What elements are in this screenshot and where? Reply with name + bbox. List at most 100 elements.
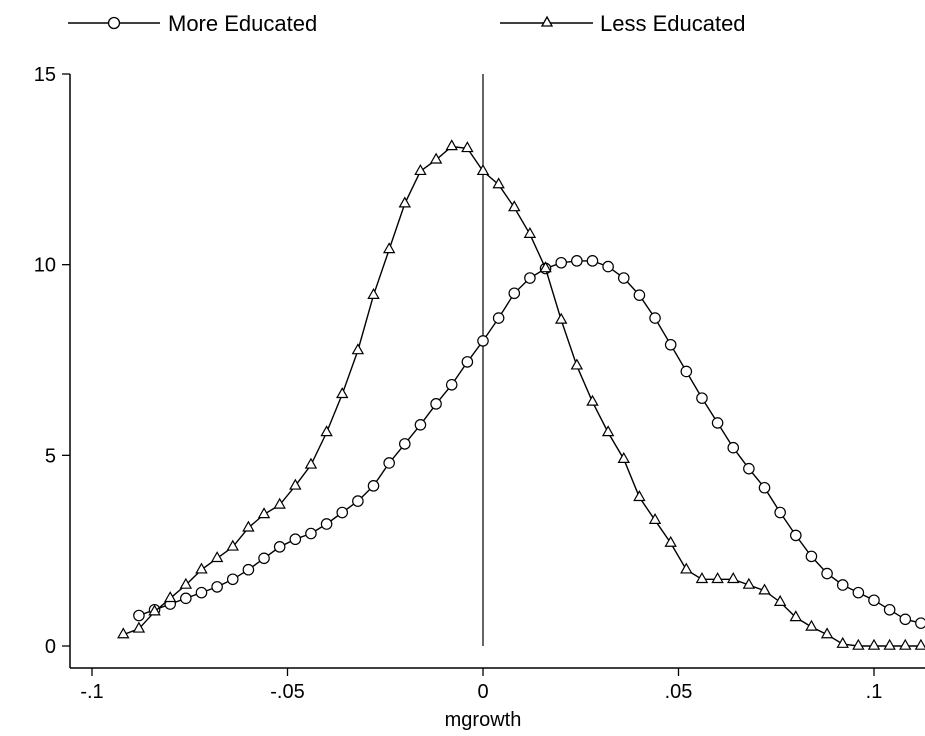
data-point-triangle — [336, 387, 349, 399]
legend: More Educated Less Educated — [68, 11, 746, 36]
data-point-triangle — [914, 638, 925, 650]
data-point-triangle — [148, 604, 161, 616]
data-point-circle — [883, 603, 896, 616]
data-point-circle — [852, 586, 865, 599]
legend-label-more-educated: More Educated — [168, 11, 317, 36]
data-point-circle — [180, 592, 192, 605]
data-point-circle — [445, 378, 458, 391]
data-point-triangle — [852, 638, 865, 650]
data-point-circle — [414, 419, 427, 431]
series-layer — [117, 139, 925, 650]
data-point-circle — [305, 527, 317, 540]
data-point-circle — [727, 441, 740, 454]
data-point-triangle — [883, 638, 896, 650]
data-point-triangle — [899, 638, 912, 650]
legend-item-more-educated: More Educated — [68, 11, 317, 36]
data-point-circle — [273, 541, 286, 553]
data-point-triangle — [867, 638, 881, 650]
data-point-triangle — [163, 591, 177, 603]
data-point-circle — [649, 312, 661, 324]
data-point-circle — [242, 563, 255, 576]
data-point-circle — [477, 335, 489, 347]
x-tick-label: .1 — [866, 681, 883, 703]
legend-marker-more-educated — [107, 16, 121, 30]
data-point-circle — [743, 462, 755, 475]
data-point-triangle — [304, 457, 318, 469]
data-point-circle — [383, 457, 395, 469]
data-point-triangle — [586, 394, 599, 406]
data-point-triangle — [257, 507, 271, 519]
data-point-circle — [289, 533, 302, 546]
data-point-circle — [320, 518, 333, 530]
series-less-educated — [117, 139, 925, 650]
axes: -.1 -.05 0 .05 .1 0 5 10 15 — [34, 64, 925, 703]
data-point-triangle — [554, 312, 568, 324]
data-point-triangle — [429, 152, 443, 164]
data-point-triangle — [132, 621, 146, 633]
data-point-circle — [602, 260, 614, 273]
data-point-triangle — [680, 562, 693, 574]
data-point-circle — [352, 495, 364, 507]
legend-label-less-educated: Less Educated — [600, 11, 746, 36]
data-point-triangle — [758, 583, 771, 595]
series-line — [123, 145, 921, 647]
data-point-triangle — [836, 636, 849, 648]
data-point-triangle — [523, 226, 537, 238]
y-tick-label: 5 — [45, 445, 56, 467]
data-point-triangle — [320, 425, 333, 437]
data-point-triangle — [445, 139, 458, 151]
data-point-circle — [555, 256, 567, 269]
data-point-triangle — [351, 343, 365, 355]
data-point-triangle — [398, 196, 412, 208]
y-tick-label: 10 — [34, 255, 56, 277]
data-point-triangle — [492, 177, 505, 189]
data-point-triangle — [633, 490, 646, 502]
data-point-circle — [195, 586, 208, 599]
x-tick-label: 0 — [477, 681, 488, 703]
data-point-circle — [367, 480, 380, 492]
data-point-circle — [789, 529, 802, 542]
x-tick-label: -.05 — [270, 681, 304, 703]
data-point-circle — [868, 594, 880, 607]
data-point-triangle — [664, 535, 677, 547]
data-point-circle — [133, 609, 145, 622]
x-tick-label: .05 — [665, 681, 693, 703]
data-point-circle — [571, 255, 583, 267]
data-point-triangle — [695, 572, 709, 584]
data-point-circle — [696, 392, 708, 404]
data-point-circle — [899, 613, 912, 626]
x-axis-title: mgrowth — [445, 709, 522, 731]
series-line — [138, 260, 922, 624]
series-more-educated — [133, 255, 925, 629]
data-point-circle — [664, 338, 677, 351]
data-point-circle — [915, 617, 925, 629]
data-point-circle — [524, 272, 536, 284]
data-point-triangle — [727, 572, 740, 584]
x-tick-label: -.1 — [80, 681, 103, 703]
data-point-triangle — [805, 619, 818, 631]
data-point-triangle — [367, 287, 380, 299]
data-point-circle — [398, 438, 411, 450]
data-point-triangle — [242, 520, 255, 532]
data-point-triangle — [461, 141, 474, 153]
data-point-triangle — [179, 577, 193, 589]
data-point-triangle — [742, 577, 756, 589]
data-point-triangle — [508, 200, 521, 212]
data-point-circle — [492, 312, 505, 324]
data-point-circle — [508, 287, 521, 300]
data-point-triangle — [539, 261, 552, 273]
data-point-triangle — [476, 164, 490, 176]
y-tick-label: 0 — [45, 636, 56, 658]
data-point-circle — [836, 579, 849, 591]
data-point-circle — [586, 255, 599, 267]
data-point-circle — [617, 272, 630, 284]
data-point-triangle — [273, 497, 286, 509]
data-point-circle — [805, 550, 818, 563]
data-point-circle — [633, 289, 646, 301]
data-point-circle — [680, 365, 693, 378]
data-point-circle — [758, 481, 771, 494]
data-point-triangle — [648, 512, 662, 524]
data-point-triangle — [773, 594, 787, 606]
data-point-triangle — [195, 562, 208, 574]
data-point-triangle — [820, 627, 834, 639]
